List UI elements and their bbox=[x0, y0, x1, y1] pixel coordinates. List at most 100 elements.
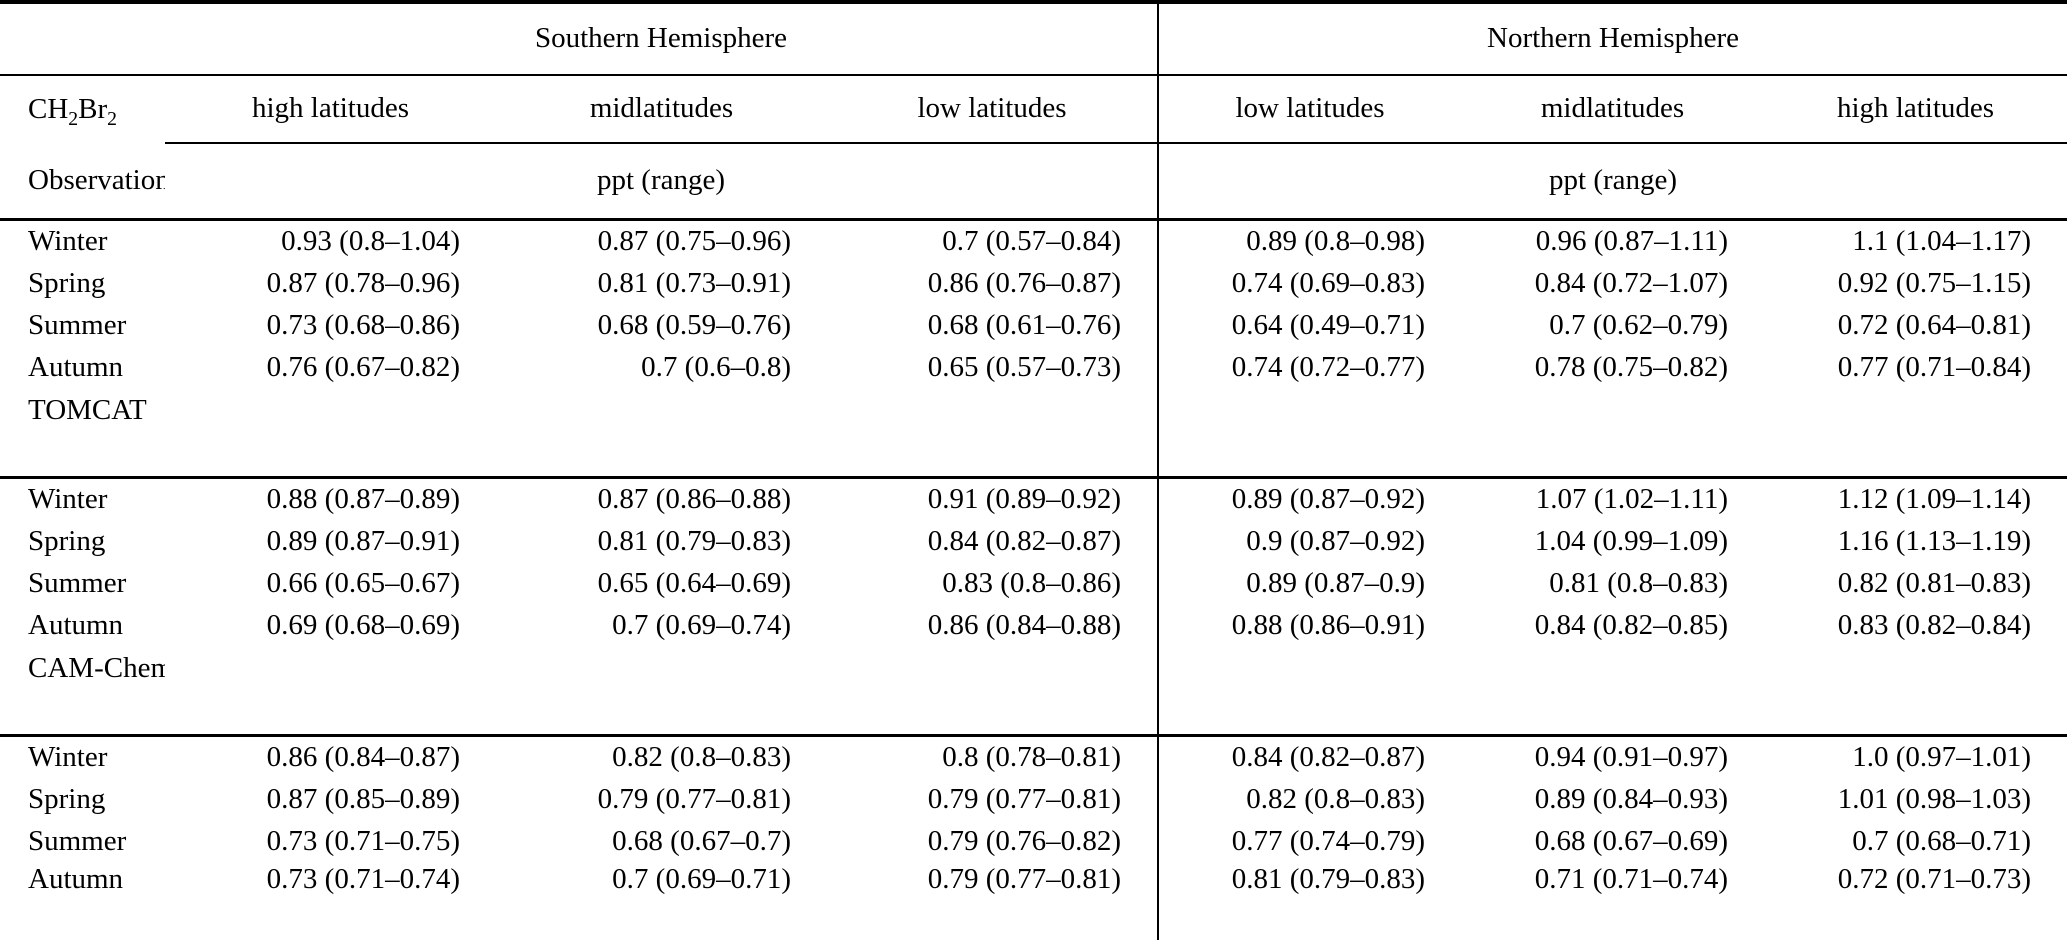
model-label-row: CAM-Chem bbox=[0, 647, 2067, 737]
value-cell: 0.72 (0.64–0.81) bbox=[1837, 309, 2032, 342]
value-cell: 0.89 (0.84–0.93) bbox=[1534, 783, 1729, 816]
model-label-cam-chem: CAM-Chem bbox=[0, 647, 165, 737]
season-label: Summer bbox=[28, 825, 127, 858]
value-cell: 0.64 (0.49–0.71) bbox=[1231, 309, 1426, 342]
value-cell: 0.83 (0.82–0.84) bbox=[1837, 609, 2032, 642]
northern-hemisphere-header: Northern Hemisphere bbox=[1158, 2, 2067, 76]
value-cell: 1.07 (1.02–1.11) bbox=[1535, 483, 1729, 516]
table-row: Autumn 0.69 (0.68–0.69) 0.7 (0.69–0.74) … bbox=[0, 605, 2067, 647]
value-cell: 0.79 (0.77–0.81) bbox=[827, 779, 1160, 821]
table-row: Autumn 0.76 (0.67–0.82) 0.7 (0.6–0.8) 0.… bbox=[0, 347, 2067, 389]
value-cell: 0.8 (0.78–0.81) bbox=[827, 735, 1160, 779]
value-cell: 0.7 (0.68–0.71) bbox=[1852, 825, 2032, 858]
value-cell: 0.86 (0.84–0.87) bbox=[266, 741, 460, 774]
units-row: Observations ppt (range) ppt (range) bbox=[0, 143, 2067, 221]
col-header-nh-high-latitudes: high latitudes bbox=[1764, 75, 2067, 144]
unit-label-north: ppt (range) bbox=[1158, 143, 2067, 221]
season-label: Spring bbox=[28, 267, 106, 300]
table-row: Spring 0.89 (0.87–0.91) 0.81 (0.79–0.83)… bbox=[0, 521, 2067, 563]
value-cell: 0.89 (0.87–0.91) bbox=[266, 525, 460, 558]
table-row: Spring 0.87 (0.85–0.89) 0.79 (0.77–0.81)… bbox=[0, 779, 2067, 821]
table-row: Winter 0.86 (0.84–0.87) 0.82 (0.8–0.83) … bbox=[0, 735, 2067, 779]
value-cell: 0.82 (0.8–0.83) bbox=[612, 741, 791, 774]
southern-hemisphere-header: Southern Hemisphere bbox=[165, 2, 1160, 76]
col-header-nh-midlatitudes: midlatitudes bbox=[1461, 75, 1765, 144]
value-cell: 0.9 (0.87–0.92) bbox=[1246, 525, 1426, 558]
value-cell: 0.7 (0.57–0.84) bbox=[827, 219, 1160, 263]
value-cell: 0.81 (0.79–0.83) bbox=[1231, 863, 1426, 895]
season-label: Spring bbox=[28, 783, 106, 816]
value-cell: 0.93 (0.8–1.04) bbox=[281, 225, 460, 258]
model-label-tomcat: TOMCAT bbox=[0, 389, 165, 479]
value-cell: 0.82 (0.81–0.83) bbox=[1837, 567, 2032, 600]
value-cell: 0.65 (0.57–0.73) bbox=[827, 347, 1160, 389]
col-header-nh-low-latitudes: low latitudes bbox=[1158, 75, 1462, 144]
season-label: Summer bbox=[28, 567, 127, 600]
season-label: Autumn bbox=[28, 863, 124, 895]
value-cell: 0.69 (0.68–0.69) bbox=[266, 609, 460, 642]
value-cell: 0.87 (0.86–0.88) bbox=[597, 483, 791, 516]
latitude-header-row: CH2Br2 high latitudes midlatitudes low l… bbox=[0, 75, 2067, 144]
season-label: Autumn bbox=[28, 351, 124, 384]
value-cell: 0.72 (0.71–0.73) bbox=[1837, 863, 2032, 895]
value-cell: 0.81 (0.8–0.83) bbox=[1549, 567, 1729, 600]
value-cell: 1.12 (1.09–1.14) bbox=[1837, 483, 2032, 516]
value-cell: 0.81 (0.79–0.83) bbox=[597, 525, 791, 558]
season-label: Winter bbox=[28, 483, 108, 516]
table-row: Winter 0.88 (0.87–0.89) 0.87 (0.86–0.88)… bbox=[0, 477, 2067, 521]
value-cell: 0.73 (0.71–0.74) bbox=[266, 863, 460, 895]
value-cell: 0.84 (0.82–0.87) bbox=[827, 521, 1160, 563]
season-label: Autumn bbox=[28, 609, 124, 642]
value-cell: 0.68 (0.67–0.69) bbox=[1534, 825, 1729, 858]
value-cell: 0.92 (0.75–1.15) bbox=[1837, 267, 2032, 300]
value-cell: 0.77 (0.74–0.79) bbox=[1231, 825, 1426, 858]
value-cell: 0.84 (0.82–0.87) bbox=[1231, 741, 1426, 774]
value-cell: 0.68 (0.67–0.7) bbox=[612, 825, 791, 858]
season-label: Winter bbox=[28, 741, 108, 774]
value-cell: 0.79 (0.76–0.82) bbox=[827, 821, 1160, 863]
value-cell: 0.66 (0.65–0.67) bbox=[266, 567, 460, 600]
table-row: Autumn 0.73 (0.71–0.74) 0.7 (0.69–0.71) … bbox=[0, 863, 2067, 940]
value-cell: 0.89 (0.87–0.9) bbox=[1246, 567, 1426, 600]
value-cell: 0.71 (0.71–0.74) bbox=[1534, 863, 1729, 895]
col-header-sh-low-latitudes: low latitudes bbox=[827, 75, 1160, 144]
table-row: Summer 0.73 (0.68–0.86) 0.68 (0.59–0.76)… bbox=[0, 305, 2067, 347]
model-label-row: TOMCAT bbox=[0, 389, 2067, 479]
value-cell: 0.87 (0.75–0.96) bbox=[597, 225, 791, 258]
unit-label-south: ppt (range) bbox=[165, 143, 1160, 221]
value-cell: 0.7 (0.69–0.71) bbox=[612, 863, 791, 895]
molecule-text: CH2Br2 bbox=[28, 92, 118, 130]
season-label: Spring bbox=[28, 525, 106, 558]
molecule-label: CH2Br2 bbox=[0, 75, 165, 143]
col-header-sh-high-latitudes: high latitudes bbox=[165, 75, 496, 144]
value-cell: 0.65 (0.64–0.69) bbox=[597, 567, 791, 600]
value-cell: 0.87 (0.78–0.96) bbox=[266, 267, 460, 300]
value-cell: 0.7 (0.69–0.74) bbox=[612, 609, 791, 642]
value-cell: 0.76 (0.67–0.82) bbox=[266, 351, 460, 384]
table-row: Spring 0.87 (0.78–0.96) 0.81 (0.73–0.91)… bbox=[0, 263, 2067, 305]
value-cell: 0.7 (0.6–0.8) bbox=[641, 351, 791, 384]
value-cell: 0.89 (0.8–0.98) bbox=[1246, 225, 1426, 258]
value-cell: 0.86 (0.76–0.87) bbox=[827, 263, 1160, 305]
value-cell: 0.74 (0.69–0.83) bbox=[1231, 267, 1426, 300]
value-cell: 0.73 (0.68–0.86) bbox=[266, 309, 460, 342]
table-row: Summer 0.73 (0.71–0.75) 0.68 (0.67–0.7) … bbox=[0, 821, 2067, 863]
value-cell: 0.89 (0.87–0.92) bbox=[1231, 483, 1426, 516]
value-cell: 0.88 (0.86–0.91) bbox=[1231, 609, 1426, 642]
value-cell: 1.0 (0.97–1.01) bbox=[1852, 741, 2032, 774]
corner-cell bbox=[0, 2, 165, 76]
value-cell: 0.74 (0.72–0.77) bbox=[1231, 351, 1426, 384]
value-cell: 0.68 (0.61–0.76) bbox=[827, 305, 1160, 347]
value-cell: 0.79 (0.77–0.81) bbox=[827, 863, 1160, 940]
hemisphere-header-row: Southern Hemisphere Northern Hemisphere bbox=[0, 2, 2067, 76]
value-cell: 1.04 (0.99–1.09) bbox=[1534, 525, 1729, 558]
observations-label: Observations bbox=[0, 143, 165, 221]
value-cell: 0.79 (0.77–0.81) bbox=[597, 783, 791, 816]
table-row: Summer 0.66 (0.65–0.67) 0.65 (0.64–0.69)… bbox=[0, 563, 2067, 605]
value-cell: 1.01 (0.98–1.03) bbox=[1837, 783, 2032, 816]
value-cell: 0.73 (0.71–0.75) bbox=[266, 825, 460, 858]
value-cell: 0.87 (0.85–0.89) bbox=[266, 783, 460, 816]
season-label: Winter bbox=[28, 225, 108, 258]
value-cell: 0.84 (0.72–1.07) bbox=[1534, 267, 1729, 300]
